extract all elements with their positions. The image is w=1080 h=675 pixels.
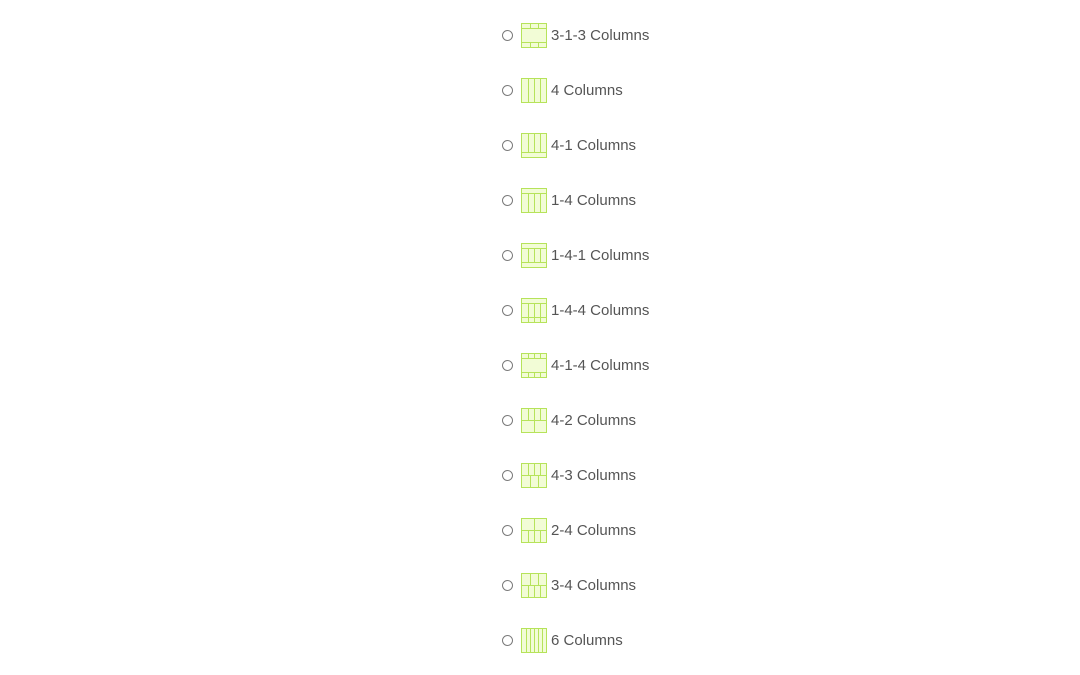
layout-2-4-icon [521, 518, 547, 543]
layout-option[interactable]: 4-1 Columns [502, 133, 649, 158]
layout-radio[interactable] [502, 305, 513, 316]
layout-option[interactable]: 4-1-4 Columns [502, 353, 649, 378]
layout-option[interactable]: 3-4 Columns [502, 573, 649, 598]
layout-label: 1-4-4 Columns [551, 302, 650, 319]
layout-4-3-icon [521, 463, 547, 488]
layout-option[interactable]: 2-4 Columns [502, 518, 649, 543]
layout-4-1-icon [521, 133, 547, 158]
layout-4-1-4-icon [521, 353, 547, 378]
layout-radio[interactable] [502, 415, 513, 426]
layout-label: 4-1-4 Columns [551, 357, 650, 374]
layout-option[interactable]: 4-3 Columns [502, 463, 649, 488]
layout-radio[interactable] [502, 30, 513, 41]
layout-radio[interactable] [502, 580, 513, 591]
layout-1-4-icon [521, 188, 547, 213]
layout-1-4-4-icon [521, 298, 547, 323]
layout-3-1-3-icon [521, 23, 547, 48]
layout-label: 6 Columns [551, 632, 623, 649]
layout-radio[interactable] [502, 250, 513, 261]
layout-label: 4-1 Columns [551, 137, 637, 154]
layout-radio[interactable] [502, 470, 513, 481]
layout-radio[interactable] [502, 635, 513, 646]
layout-label: 4-3 Columns [551, 467, 637, 484]
layout-label: 4 Columns [551, 82, 623, 99]
layout-6-icon [521, 628, 547, 653]
layout-label: 3-4 Columns [551, 577, 637, 594]
layout-option-list: 3-1-3 Columns 4 Columns 4-1 Columns 1-4 … [502, 23, 649, 653]
layout-radio[interactable] [502, 525, 513, 536]
layout-3-4-icon [521, 573, 547, 598]
layout-radio[interactable] [502, 140, 513, 151]
layout-label: 2-4 Columns [551, 522, 637, 539]
layout-radio[interactable] [502, 360, 513, 371]
layout-label: 1-4 Columns [551, 192, 637, 209]
layout-label: 3-1-3 Columns [551, 27, 650, 44]
layout-option[interactable]: 3-1-3 Columns [502, 23, 649, 48]
layout-4-2-icon [521, 408, 547, 433]
layout-option[interactable]: 4-2 Columns [502, 408, 649, 433]
layout-label: 4-2 Columns [551, 412, 637, 429]
layout-option[interactable]: 4 Columns [502, 78, 649, 103]
layout-option[interactable]: 6 Columns [502, 628, 649, 653]
layout-4-icon [521, 78, 547, 103]
layout-option[interactable]: 1-4-4 Columns [502, 298, 649, 323]
layout-1-4-1-icon [521, 243, 547, 268]
layout-radio[interactable] [502, 195, 513, 206]
layout-label: 1-4-1 Columns [551, 247, 650, 264]
layout-option[interactable]: 1-4 Columns [502, 188, 649, 213]
layout-option[interactable]: 1-4-1 Columns [502, 243, 649, 268]
layout-radio[interactable] [502, 85, 513, 96]
